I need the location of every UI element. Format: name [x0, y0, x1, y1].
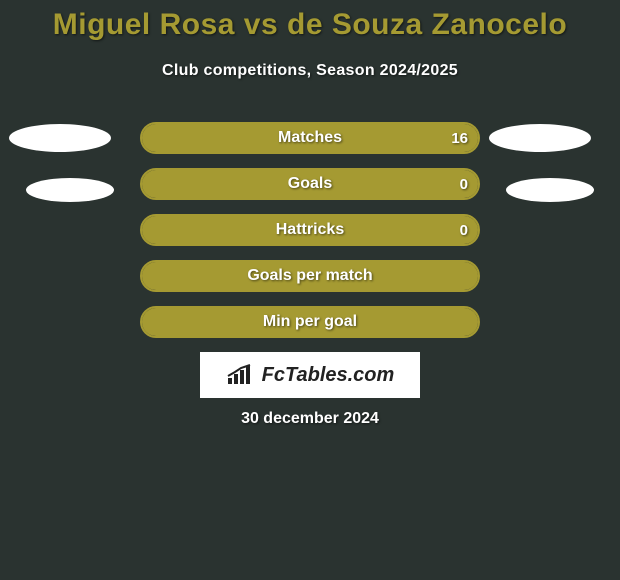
avatar-placeholder-left-2: [26, 178, 114, 202]
page-title: Miguel Rosa vs de Souza Zanocelo: [0, 8, 620, 42]
avatar-placeholder-right-1: [489, 124, 591, 152]
bar-fill-right: [142, 124, 478, 152]
stat-row-goals: Goals 0: [140, 168, 480, 200]
snapshot-date: 30 december 2024: [0, 410, 620, 428]
stats-bars: Matches 16 Goals 0 Hattricks 0 Goals per…: [140, 122, 480, 352]
stat-row-min-per-goal: Min per goal: [140, 306, 480, 338]
stat-row-hattricks: Hattricks 0: [140, 214, 480, 246]
bar-fill-right: [142, 308, 478, 336]
stat-row-goals-per-match: Goals per match: [140, 260, 480, 292]
avatar-placeholder-right-2: [506, 178, 594, 202]
bar-chart-icon: [226, 364, 254, 386]
bar-fill-right: [142, 216, 478, 244]
bar-fill-right: [142, 170, 478, 198]
stat-row-matches: Matches 16: [140, 122, 480, 154]
comparison-canvas: Miguel Rosa vs de Souza Zanocelo Club co…: [0, 0, 620, 580]
brand-text: FcTables.com: [262, 364, 395, 387]
page-subtitle: Club competitions, Season 2024/2025: [0, 62, 620, 80]
bar-fill-right: [142, 262, 478, 290]
brand-badge: FcTables.com: [200, 352, 420, 398]
avatar-placeholder-left-1: [9, 124, 111, 152]
